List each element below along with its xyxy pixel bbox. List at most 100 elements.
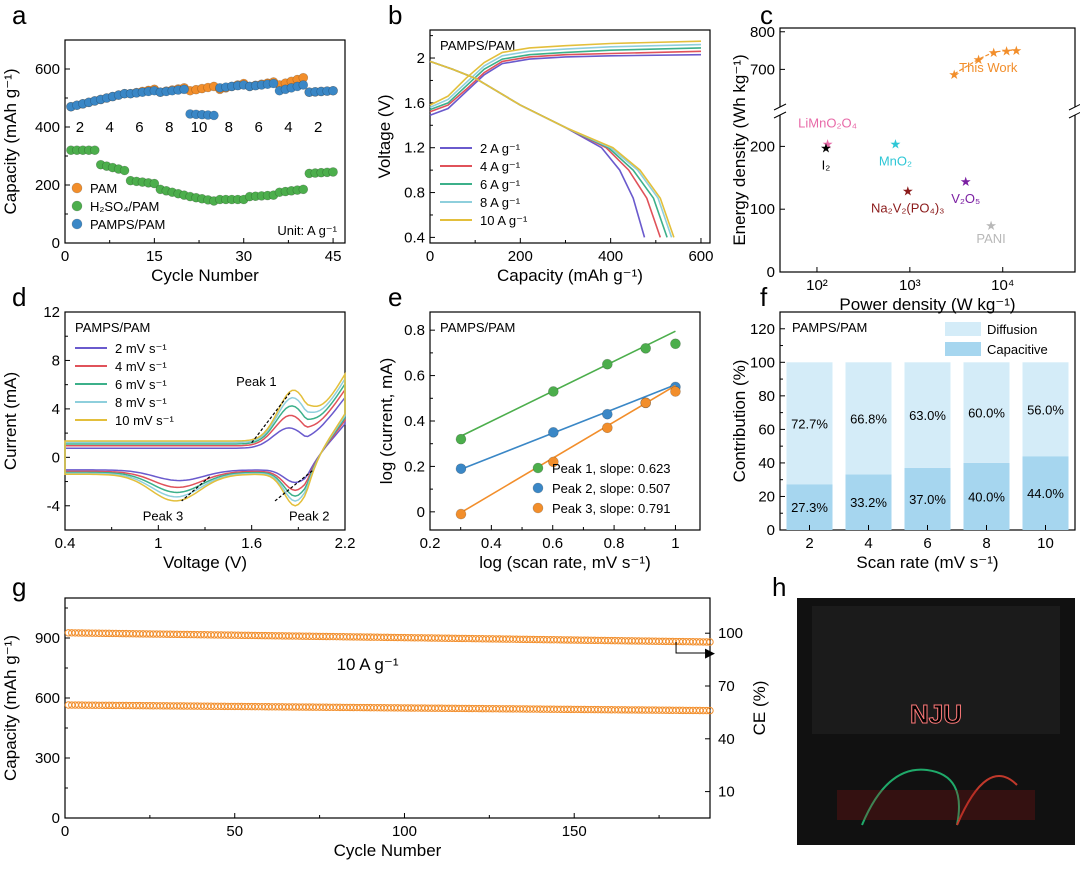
bar-label-capacitive: 44.0% [1027,486,1064,501]
panel-letter: a [12,0,27,30]
red-glow [837,790,1035,820]
y-tick-label: 0 [52,235,60,252]
rate-label: 2 [314,119,322,136]
x-axis-label: Voltage (V) [163,553,247,572]
rate-label: 2 [76,119,84,136]
series-10 mV s⁻¹ [64,371,346,507]
y-tick-label: 0.4 [404,229,425,246]
axis-arrow [675,642,707,654]
peak-label: Peak 2 [289,508,329,523]
series-Peak 3, slope: 0.791 [455,384,681,520]
x-tick-label: 0 [61,248,69,265]
data-point [89,145,100,155]
x-tick-label: 2.2 [335,535,356,552]
unit-note: Unit: A g⁻¹ [277,223,337,238]
legend-label: 10 mV s⁻¹ [115,413,175,428]
series-PAMPS/PAM [66,78,338,121]
y-tick-label: 0 [417,504,425,521]
y-tick-label: 100 [750,201,775,218]
data-point [328,85,338,96]
point-marker: ★ [822,136,834,151]
panel-g: 0 50 100 150 Cycle Number 0 300 600 900 Capacity … [1,572,769,860]
y-axis-label: Current (mA) [1,372,20,470]
discharge-curve [429,60,668,238]
x-tick-label: 400 [598,248,623,265]
point-marker: ★ [890,136,902,151]
legend-swatch [945,322,981,336]
y2-axis-label: CE (%) [750,681,769,736]
x-tick-label: 10⁴ [991,277,1014,294]
y-tick-label: 900 [35,630,60,647]
series-CE [64,629,714,646]
y-tick-label: 0.4 [404,413,425,430]
plot-frame-a [64,39,346,244]
y-tick-label: 600 [35,690,60,707]
legend-label: H₂SO₄/PAM [90,199,159,214]
point-label: MnO₂ [879,153,912,168]
point-label: PANI [976,231,1005,246]
y-tick-label: 300 [35,750,60,767]
bar-label-diffusion: 66.8% [850,411,887,426]
x-tick-label: 100 [392,823,417,840]
y-tick-label: 120 [750,321,775,338]
data-point [702,638,711,646]
y-axis-label: Contribution (%) [730,360,749,483]
y-tick-label: 0.8 [404,185,425,202]
data-point [71,218,83,230]
point-marker: ★ [985,218,997,233]
cv-curve [64,381,346,497]
panel-letter: d [12,282,26,312]
charge-curve [429,40,702,106]
axis-break-mark [773,111,787,119]
x-tick-label: 4 [864,535,872,552]
fit-line [460,384,676,471]
x-tick-label: 1.6 [241,535,262,552]
data-point [328,167,338,177]
series-Peak 1, slope: 0.623 [455,330,681,445]
plot-title: PAMPS/PAM [440,320,515,335]
x-axis-label: Capacity (mAh g⁻¹) [497,266,643,285]
x-tick-label: 200 [508,248,533,265]
y-tick-label: 1.2 [404,140,425,157]
bar-diffusion [845,362,892,475]
red-wire [956,775,1018,826]
legend-label: 6 A g⁻¹ [480,177,521,192]
x-tick-label: 1 [154,535,162,552]
bar-label-capacitive: 40.0% [968,489,1005,504]
bar-diffusion [786,362,833,485]
x-tick-label: 10³ [899,277,921,294]
axis-break [1069,107,1080,115]
y-tick-label: 0 [52,810,60,827]
x-tick-label: 2 [805,535,813,552]
x-tick-label: 0 [426,248,434,265]
panel-b: 0 200 400 600 Capacity (mAh g⁻¹) 0.4 0.8 1.2 1.6… [375,0,713,285]
panel-letter: b [388,0,402,30]
y-tick-label: 800 [750,24,775,41]
y-tick-label: 60 [758,421,775,438]
peak-label: Peak 3 [143,508,183,523]
y-tick-label: 40 [758,455,775,472]
data-point [268,78,279,89]
series-2 mV s⁻¹ [64,395,346,484]
panel-h: h NJU [772,572,1075,845]
bar-capacitive [1022,456,1069,530]
y-tick-label: 80 [758,388,775,405]
x-tick-label: 0.8 [604,535,625,552]
point-marker: ★ [820,141,832,156]
bar-diffusion [1022,362,1069,457]
x-tick-label: 45 [325,248,342,265]
rate-label: 8 [165,119,173,136]
bar-label-capacitive: 33.2% [850,495,887,510]
data-point [706,706,714,715]
point-marker: ★ [902,183,914,198]
legend-label: 8 A g⁻¹ [480,195,521,210]
bar-label-diffusion: 60.0% [968,406,1005,421]
legend-label: Capacitive [987,342,1048,357]
bar-label-diffusion: 63.0% [909,408,946,423]
y-tick-label: 0 [767,264,775,281]
series-Capacity [64,701,714,715]
x-tick-label: 50 [226,823,243,840]
y-tick-label: 0.8 [404,322,425,339]
series-6 mV s⁻¹ [64,381,346,497]
